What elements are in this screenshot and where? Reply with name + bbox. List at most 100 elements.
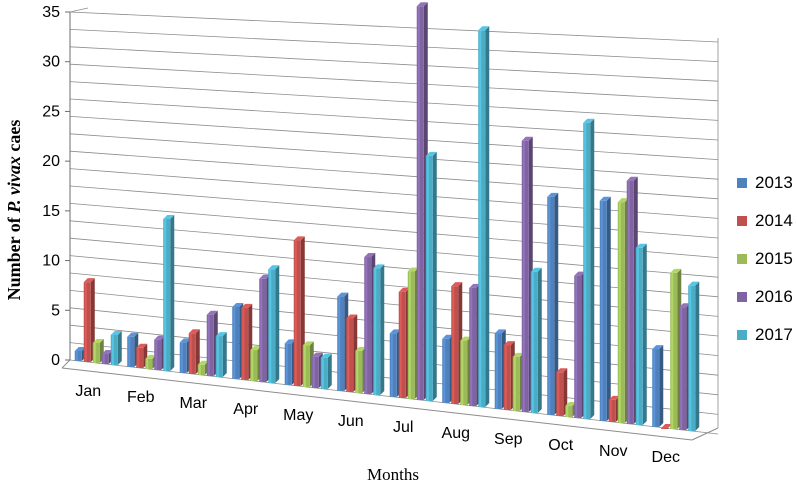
bar-2014-dec: [661, 423, 673, 429]
gridline: [69, 81, 719, 121]
bar-front: [268, 269, 276, 384]
bar-highlight: [522, 140, 525, 413]
bar-highlight: [548, 196, 551, 415]
bar-front: [565, 406, 573, 417]
legend-label-2016: 2016: [755, 287, 793, 306]
gridline: [69, 98, 719, 141]
bar-highlight: [495, 333, 498, 409]
bar-top: [154, 335, 166, 340]
x-tick-label: Apr: [233, 401, 259, 418]
bar-top: [197, 360, 209, 365]
bar-top: [188, 329, 200, 334]
bar-highlight: [111, 334, 114, 366]
bar-top: [556, 368, 568, 373]
bar-front: [92, 343, 100, 363]
bar-front: [416, 6, 424, 401]
bar-highlight: [356, 350, 359, 393]
bar-front: [469, 287, 477, 407]
bar-top: [110, 330, 122, 335]
x-tick-labels: Jan Feb Mar Apr May Jun Jul Aug Sep Oct Nov Dec: [75, 383, 680, 466]
bar-side: [195, 329, 200, 374]
floor-front-edge: [61, 367, 693, 441]
bar-highlight: [285, 343, 288, 385]
bar-highlight: [653, 349, 656, 427]
bar-top: [355, 346, 367, 351]
y-axis-title-suffix: caes: [4, 120, 24, 156]
bar-top: [74, 346, 86, 351]
legend-swatch-2016: [737, 292, 747, 302]
bar-front: [635, 247, 643, 426]
bar-front: [547, 196, 555, 415]
bar-highlight: [260, 278, 263, 383]
bar-highlight: [689, 285, 692, 432]
bars: [74, 2, 700, 432]
bar-top: [92, 339, 104, 344]
bar-top: [635, 243, 647, 248]
bar-front: [670, 272, 678, 429]
bar-highlight: [557, 372, 560, 416]
floor-left-edge: [61, 359, 71, 369]
bar-front: [346, 318, 354, 392]
bar-front: [136, 347, 144, 368]
bar-2013-dec: [652, 345, 664, 427]
y-axis-title-prefix: Number of: [4, 213, 24, 301]
bar-side: [695, 281, 700, 432]
gridline: [69, 150, 719, 200]
bar-top: [311, 352, 323, 357]
bar-front: [293, 240, 301, 386]
bar-highlight: [137, 347, 140, 368]
bar-side: [432, 151, 437, 402]
bar-front: [608, 399, 616, 422]
bar-front: [407, 271, 415, 399]
gridline: [69, 133, 719, 180]
gridlines: [69, 11, 719, 435]
legend-label-2015: 2015: [755, 249, 793, 268]
bar-front: [250, 350, 258, 381]
bar-2017-feb: [163, 215, 175, 372]
bar-highlight: [146, 358, 149, 369]
bar-highlight: [443, 338, 446, 403]
bar-highlight: [374, 268, 377, 396]
x-tick-label: Jul: [393, 419, 413, 436]
bar-highlight: [365, 257, 368, 395]
bar-highlight: [189, 333, 192, 374]
bar-highlight: [618, 202, 621, 423]
bar-2013-nov: [599, 196, 611, 421]
bar-2017-jul: [425, 151, 437, 402]
bar-2014-jan: [83, 278, 95, 362]
bar-side: [590, 118, 595, 420]
bar-top: [145, 354, 157, 359]
bar-top: [521, 136, 533, 141]
bar-top: [241, 303, 253, 308]
bar-side: [606, 196, 611, 421]
bar-top: [670, 268, 682, 273]
bar-top: [503, 341, 515, 346]
bar-highlight: [566, 406, 569, 417]
bar-front: [503, 345, 511, 410]
y-tick-label: 20: [42, 153, 60, 170]
bar-top: [442, 334, 454, 339]
bar-2017-dec: [688, 281, 700, 432]
bar-highlight: [609, 399, 612, 422]
bar-top: [661, 423, 673, 428]
bar-front: [145, 358, 153, 369]
bar-top: [565, 402, 577, 407]
legend-label-2013: 2013: [755, 173, 793, 192]
bar-highlight: [531, 271, 534, 414]
bar-top: [302, 341, 314, 346]
gridline: [69, 63, 719, 102]
legend-swatch-2015: [737, 254, 747, 264]
y-tick-label: 25: [42, 103, 60, 120]
bar-highlight: [269, 269, 272, 384]
bar-highlight: [408, 271, 411, 399]
bar-top: [398, 287, 410, 292]
bar-front: [206, 314, 214, 377]
legend-label-2014: 2014: [755, 211, 793, 230]
bar-highlight: [84, 282, 87, 362]
x-tick-label: Nov: [599, 443, 627, 460]
bar-front: [241, 307, 249, 380]
bar-top: [346, 314, 358, 319]
bar-top: [389, 329, 401, 334]
bar-top: [206, 310, 218, 315]
